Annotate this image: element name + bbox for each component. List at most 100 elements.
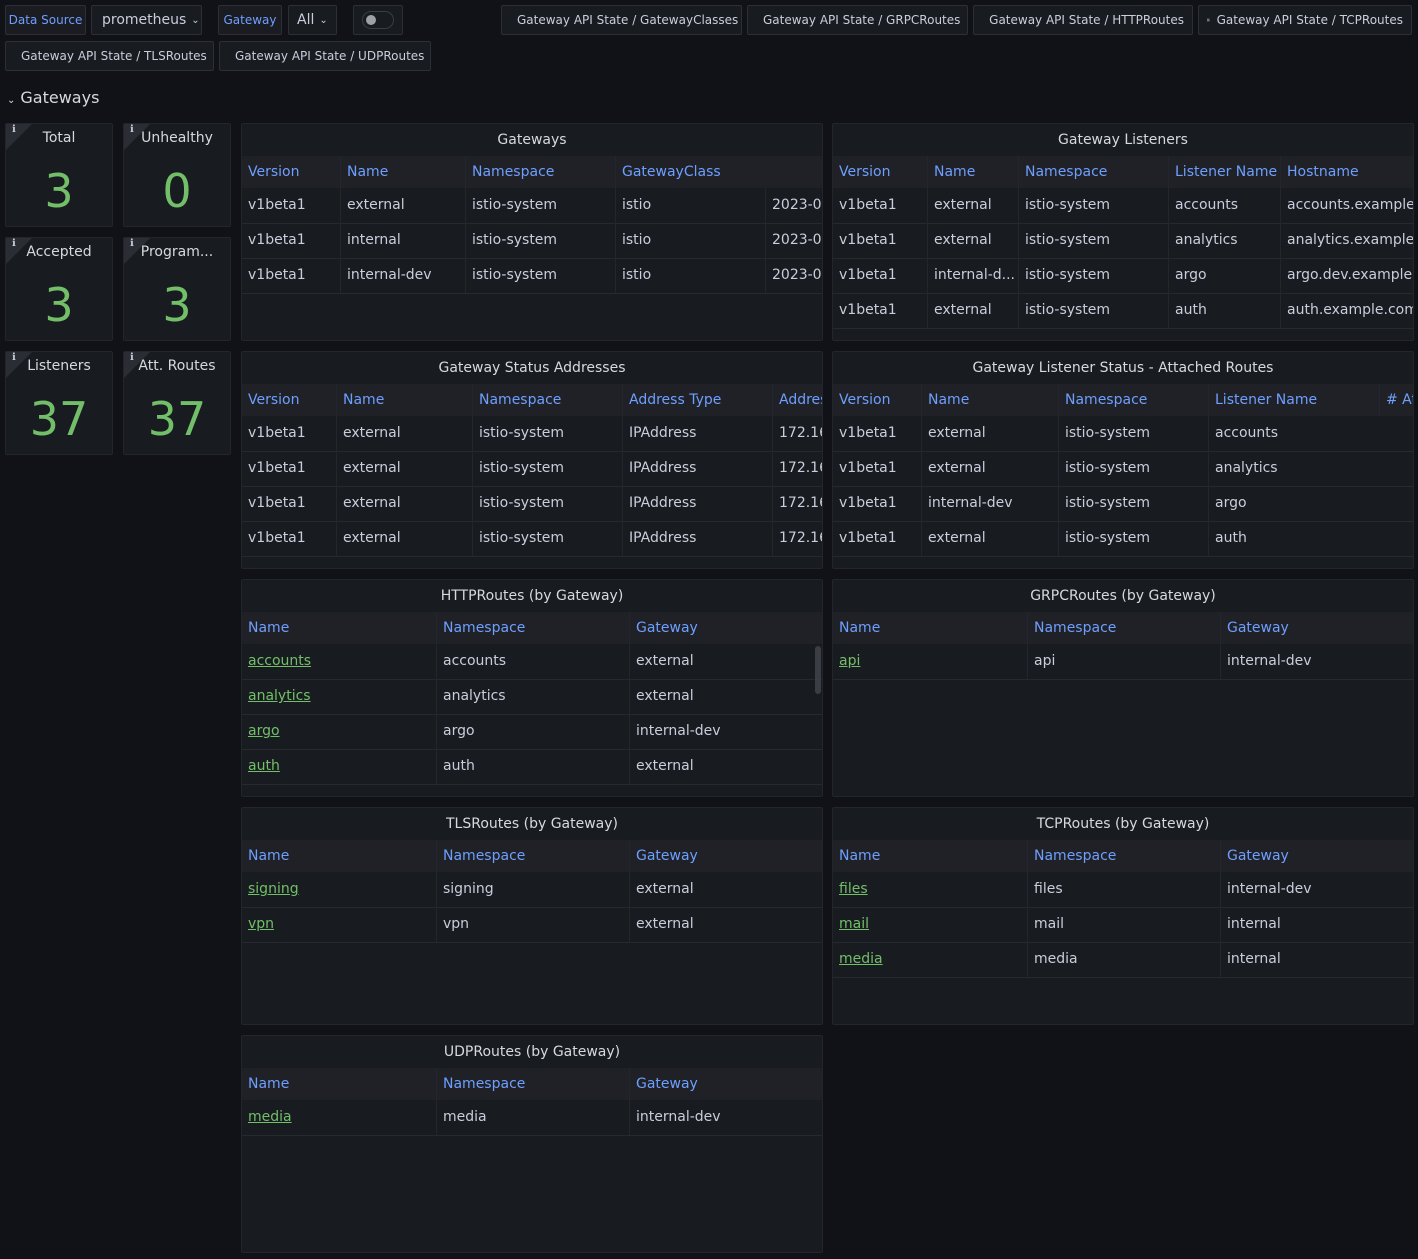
toggle[interactable] — [353, 5, 403, 35]
info-icon[interactable]: ℹ — [6, 124, 32, 150]
column-header[interactable]: Name — [921, 384, 1058, 416]
route-link[interactable]: signing — [248, 881, 299, 897]
column-header[interactable]: Namespace — [436, 612, 629, 644]
column-header[interactable]: Listener Name — [1208, 384, 1379, 416]
table-cell: internal — [1220, 907, 1413, 942]
column-header[interactable]: Namespace — [1027, 840, 1220, 872]
row-divider — [242, 556, 822, 557]
table-cell: 172.16 — [772, 451, 822, 486]
dashboard-link[interactable]: Gateway API State / HTTPRoutes — [973, 5, 1193, 35]
column-header[interactable]: Version — [839, 164, 891, 180]
table-cell: 172.16 — [772, 416, 822, 451]
column-header[interactable]: Namespace — [1027, 612, 1220, 644]
route-link[interactable]: files — [839, 881, 868, 897]
column-header[interactable]: Hostname — [1280, 156, 1413, 188]
row-divider — [833, 977, 1413, 978]
column-header[interactable]: Namespace — [1018, 156, 1168, 188]
table-cell: argo — [1208, 486, 1379, 521]
column-header[interactable]: Addres — [772, 384, 822, 416]
column-header[interactable]: # Att — [1379, 384, 1413, 416]
table-cell: signing — [242, 872, 436, 907]
table-header — [833, 840, 1413, 872]
table-panel: Gateway Listener Status - Attached Route… — [832, 351, 1414, 569]
column-header[interactable]: Listener Name — [1168, 156, 1280, 188]
table-cell: IPAddress — [622, 451, 772, 486]
table-cell: mail — [833, 907, 1027, 942]
route-link[interactable]: api — [839, 653, 861, 669]
variable-select[interactable]: All ⌄ — [288, 5, 337, 35]
route-link[interactable]: accounts — [248, 653, 312, 669]
column-header[interactable]: Name — [839, 848, 881, 864]
stat-title: Unhealthy — [141, 130, 213, 146]
column-header[interactable]: Namespace — [1058, 384, 1208, 416]
table-header — [242, 612, 822, 644]
route-link[interactable]: mail — [839, 916, 869, 932]
table-cell: v1beta1 — [839, 232, 897, 248]
column-header[interactable]: GatewayClass — [615, 156, 765, 188]
column-header[interactable]: Namespace — [436, 840, 629, 872]
column-header[interactable]: Name — [248, 848, 290, 864]
table-header — [833, 384, 1413, 416]
scrollbar[interactable] — [815, 646, 821, 694]
column-header[interactable]: Version — [248, 392, 300, 408]
column-header[interactable]: Namespace — [472, 384, 622, 416]
info-icon[interactable]: ℹ — [6, 238, 32, 264]
table-cell: external — [629, 644, 822, 679]
stat-title: Att. Routes — [138, 358, 216, 374]
column-header[interactable]: Name — [336, 384, 472, 416]
route-link[interactable]: argo — [248, 723, 280, 739]
column-header[interactable]: Gateway — [1220, 840, 1413, 872]
dashboard-link[interactable]: Gateway API State / GRPCRoutes — [747, 5, 968, 35]
column-header[interactable]: Namespace — [465, 156, 615, 188]
link-text: Gateway API State / HTTPRoutes — [989, 13, 1184, 27]
variable-label: Gateway — [218, 5, 282, 35]
table-cell: v1beta1 — [839, 197, 897, 213]
info-icon[interactable]: ℹ — [6, 352, 32, 378]
route-link[interactable]: media — [248, 1109, 292, 1125]
column-header[interactable]: Gateway — [1220, 612, 1413, 644]
dashboard-link[interactable]: Gateway API State / GatewayClasses — [501, 5, 742, 35]
table-cell: auth — [436, 749, 629, 784]
table-cell: istio-system — [465, 223, 615, 258]
route-link[interactable]: analytics — [248, 688, 311, 704]
column-header[interactable]: Name — [248, 620, 290, 636]
table-cell: v1beta1 — [248, 197, 306, 213]
info-glyph: ℹ — [130, 352, 134, 363]
table-cell: external — [927, 223, 1018, 258]
dashboard-link[interactable]: Gateway API State / TLSRoutes — [5, 41, 214, 71]
row-divider — [833, 679, 1413, 680]
table-panel: Gateway Listeners Version Name Namespace Lis… — [832, 123, 1414, 341]
table-cell: argo.dev.example.co — [1280, 258, 1413, 293]
variable-select[interactable]: prometheus ⌄ — [91, 5, 202, 35]
row-header[interactable]: ⌄ Gateways — [7, 88, 99, 108]
stat-value: 3 — [44, 164, 74, 218]
column-header[interactable]: Name — [839, 620, 881, 636]
table-cell: 172.16 — [772, 486, 822, 521]
table-cell: istio — [615, 223, 765, 258]
table-cell: istio-system — [472, 451, 622, 486]
column-header[interactable]: Version — [248, 164, 300, 180]
info-icon[interactable]: ℹ — [124, 124, 150, 150]
dashboard-link[interactable]: Gateway API State / UDPRoutes — [219, 41, 431, 71]
info-icon[interactable]: ℹ — [124, 238, 150, 264]
dashboard-link[interactable]: Gateway API State / TCPRoutes — [1198, 5, 1412, 35]
table-cell: external — [927, 188, 1018, 223]
column-header[interactable]: Gateway — [629, 612, 822, 644]
column-header[interactable]: Namespace — [436, 1068, 629, 1100]
column-header[interactable]: Gateway — [629, 840, 822, 872]
column-header[interactable]: Version — [839, 392, 891, 408]
route-link[interactable]: auth — [248, 758, 280, 774]
column-header[interactable]: Gateway — [629, 1068, 822, 1100]
stat-panel: ℹ Listeners 37 — [5, 351, 113, 455]
info-icon[interactable]: ℹ — [124, 352, 150, 378]
table-cell: signing — [436, 872, 629, 907]
column-header[interactable]: Name — [927, 156, 1018, 188]
route-link[interactable]: media — [839, 951, 883, 967]
column-header[interactable]: Name — [248, 1076, 290, 1092]
table-cell: v1beta1 — [839, 530, 897, 546]
row-divider — [833, 486, 1413, 487]
column-header[interactable]: Address Type — [622, 384, 772, 416]
column-header[interactable]: Name — [340, 156, 465, 188]
route-link[interactable]: vpn — [248, 916, 275, 932]
table-cell: 2023-09 — [765, 223, 822, 258]
